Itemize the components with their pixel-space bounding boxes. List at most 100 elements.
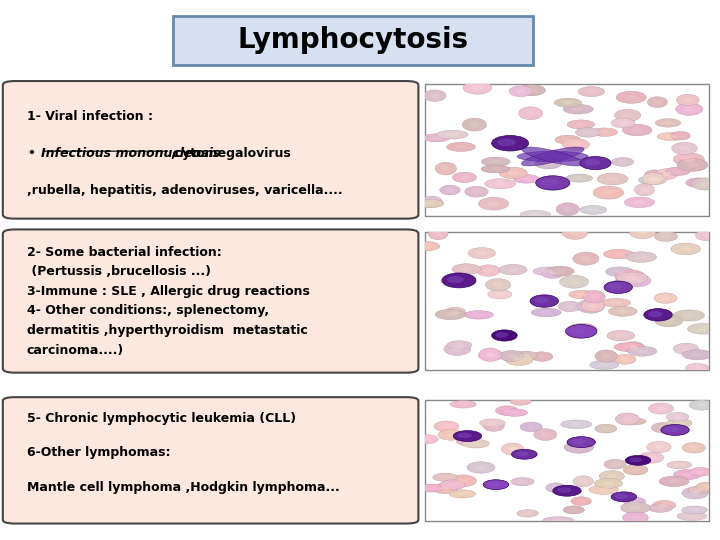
Ellipse shape [438, 430, 464, 440]
Ellipse shape [577, 300, 605, 313]
Ellipse shape [557, 203, 580, 215]
Ellipse shape [636, 349, 648, 353]
Ellipse shape [422, 196, 442, 207]
Ellipse shape [423, 134, 450, 142]
Ellipse shape [688, 323, 717, 334]
Ellipse shape [626, 252, 657, 262]
Ellipse shape [588, 208, 598, 212]
Ellipse shape [703, 485, 711, 489]
Ellipse shape [597, 173, 628, 185]
Ellipse shape [526, 88, 537, 92]
Ellipse shape [454, 430, 482, 442]
Ellipse shape [446, 188, 454, 192]
Ellipse shape [583, 291, 606, 303]
Ellipse shape [447, 341, 472, 349]
Ellipse shape [505, 353, 534, 366]
Ellipse shape [654, 100, 662, 104]
Ellipse shape [648, 504, 672, 512]
Ellipse shape [444, 342, 471, 355]
Ellipse shape [629, 226, 655, 239]
Ellipse shape [604, 281, 632, 293]
Ellipse shape [654, 315, 683, 327]
Ellipse shape [613, 252, 625, 256]
Ellipse shape [622, 274, 651, 287]
Ellipse shape [693, 366, 702, 369]
Ellipse shape [631, 278, 642, 283]
Ellipse shape [521, 177, 531, 180]
Ellipse shape [451, 310, 459, 315]
Ellipse shape [552, 519, 564, 522]
Ellipse shape [580, 205, 607, 214]
Ellipse shape [671, 243, 701, 255]
Ellipse shape [565, 305, 575, 308]
Ellipse shape [646, 173, 667, 185]
Ellipse shape [562, 227, 588, 239]
Ellipse shape [683, 442, 706, 453]
Ellipse shape [667, 413, 689, 421]
Ellipse shape [423, 90, 446, 102]
Ellipse shape [614, 270, 625, 274]
Ellipse shape [624, 497, 645, 506]
Ellipse shape [615, 270, 645, 283]
Ellipse shape [697, 403, 706, 407]
Ellipse shape [573, 445, 585, 450]
Ellipse shape [634, 184, 654, 196]
Ellipse shape [428, 199, 436, 204]
Ellipse shape [654, 445, 664, 449]
Ellipse shape [467, 462, 495, 473]
Ellipse shape [446, 143, 475, 151]
Ellipse shape [574, 177, 585, 180]
Ellipse shape [611, 118, 635, 128]
Ellipse shape [625, 95, 637, 100]
Ellipse shape [683, 98, 693, 102]
Ellipse shape [661, 296, 670, 300]
Ellipse shape [611, 462, 619, 466]
Ellipse shape [616, 334, 626, 338]
Ellipse shape [682, 506, 707, 514]
Ellipse shape [452, 264, 481, 274]
Ellipse shape [677, 512, 707, 521]
Ellipse shape [517, 510, 539, 517]
Ellipse shape [562, 138, 573, 141]
Ellipse shape [681, 347, 691, 351]
Text: 2- Some bacterial infection:: 2- Some bacterial infection: [27, 246, 222, 259]
Ellipse shape [490, 160, 501, 164]
Ellipse shape [563, 207, 572, 212]
Ellipse shape [696, 327, 708, 331]
Ellipse shape [675, 103, 703, 116]
Ellipse shape [517, 85, 546, 96]
Ellipse shape [564, 441, 593, 453]
Ellipse shape [626, 420, 638, 423]
Ellipse shape [613, 354, 636, 364]
Ellipse shape [481, 165, 510, 173]
Ellipse shape [433, 473, 457, 481]
Ellipse shape [510, 411, 520, 414]
Ellipse shape [670, 132, 690, 140]
Ellipse shape [691, 353, 703, 357]
Ellipse shape [680, 247, 692, 251]
Ellipse shape [508, 267, 518, 272]
Ellipse shape [430, 93, 439, 98]
Ellipse shape [577, 327, 588, 332]
Ellipse shape [503, 409, 511, 413]
Ellipse shape [662, 172, 671, 176]
Ellipse shape [629, 457, 642, 462]
Ellipse shape [507, 354, 517, 358]
Ellipse shape [553, 485, 581, 496]
Ellipse shape [598, 363, 610, 367]
Ellipse shape [514, 351, 537, 360]
Ellipse shape [499, 167, 527, 179]
Ellipse shape [590, 360, 618, 369]
Ellipse shape [446, 433, 456, 437]
Ellipse shape [676, 134, 684, 138]
Ellipse shape [508, 447, 517, 451]
Ellipse shape [644, 309, 672, 321]
Ellipse shape [561, 420, 592, 429]
Ellipse shape [534, 429, 557, 441]
Ellipse shape [696, 482, 718, 492]
Ellipse shape [447, 276, 464, 284]
Text: 6-Other lymphomas:: 6-Other lymphomas: [27, 446, 171, 459]
Ellipse shape [449, 490, 476, 498]
Ellipse shape [531, 308, 561, 317]
Text: Mantle cell lymphoma ,Hodgkin lymphoma...: Mantle cell lymphoma ,Hodgkin lymphoma..… [27, 481, 340, 494]
